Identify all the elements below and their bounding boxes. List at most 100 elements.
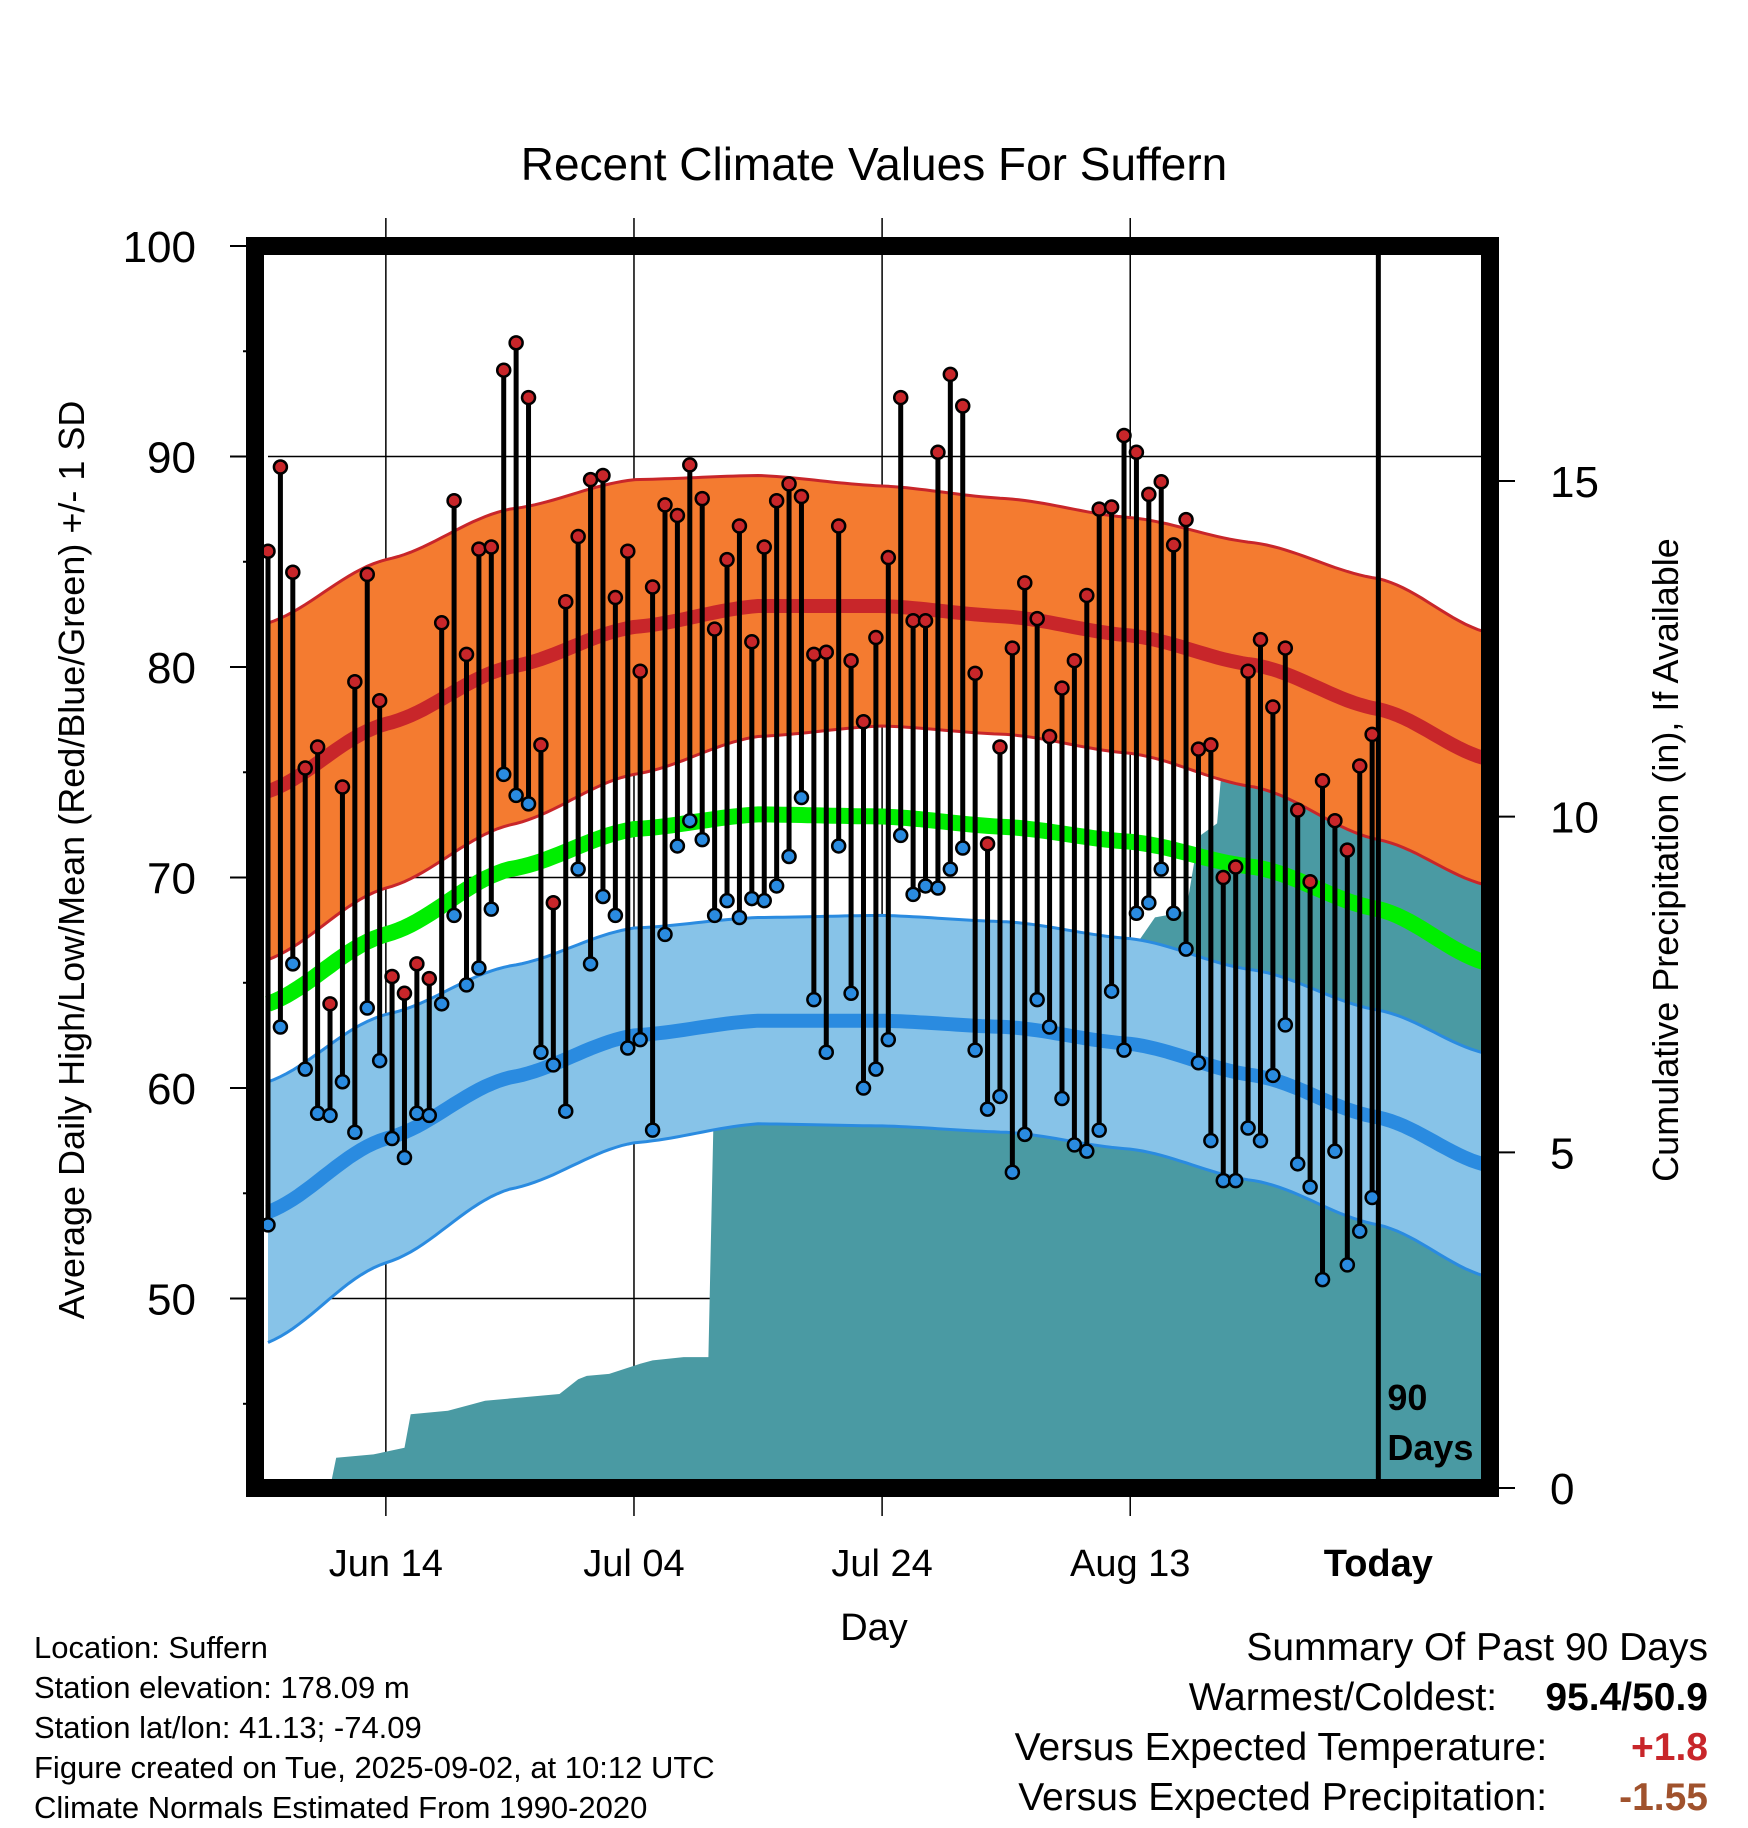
daily-low-point	[1153, 861, 1169, 877]
daily-high-point	[1215, 869, 1232, 886]
temperature-label: Versus Expected Temperature:	[1014, 1726, 1548, 1769]
daily-low-point	[1277, 1017, 1294, 1033]
daily-low-point	[731, 909, 748, 926]
daily-high-point	[520, 389, 537, 406]
x-tick-label: Jun 14	[329, 1543, 443, 1585]
normal-low-line	[265, 1013, 1490, 1219]
daily-high-point	[731, 518, 748, 534]
daily-high-point	[855, 713, 872, 730]
daily-low-point	[322, 1107, 338, 1124]
daily-high-point	[1141, 486, 1157, 503]
daily-low-point	[905, 886, 921, 903]
y2-tick-label: 15	[1550, 458, 1599, 507]
daily-high-point	[942, 366, 959, 383]
daily-high-point	[1091, 501, 1107, 517]
daily-low-point	[1339, 1257, 1356, 1273]
daily-high-point	[384, 968, 400, 985]
daily-low-point	[409, 1105, 425, 1122]
daily-high-point	[446, 492, 462, 509]
daily-high-point	[1103, 499, 1120, 515]
daily-low-point	[1004, 1164, 1021, 1180]
daily-low-point	[1091, 1122, 1107, 1138]
daily-low-point	[644, 1122, 661, 1138]
y-tick-label: 80	[147, 644, 196, 693]
daily-low-point	[1190, 1055, 1207, 1071]
daily-low-point	[706, 907, 723, 924]
daily-low-point	[359, 1000, 375, 1016]
daily-high-point	[768, 492, 785, 509]
daily-low-point	[669, 838, 686, 854]
daily-low-point	[446, 907, 462, 924]
chart-title: Recent Climate Values For Suffern	[521, 138, 1228, 190]
daily-high-point	[495, 362, 512, 378]
daily-low-point	[892, 827, 909, 844]
daily-high-point	[793, 488, 810, 505]
daily-high-point	[1066, 652, 1083, 669]
daily-high-point	[806, 646, 822, 663]
daily-low-point	[880, 1031, 897, 1048]
daily-high-point	[1153, 474, 1169, 490]
plot-border	[246, 237, 1499, 1497]
daily-low-point	[582, 956, 599, 972]
y2-tick-label: 5	[1550, 1129, 1574, 1178]
daily-high-point	[632, 663, 648, 679]
daily-low-point	[1029, 991, 1045, 1008]
location-text: Location: Suffern	[34, 1630, 268, 1665]
daily-low-point	[309, 1105, 326, 1122]
daily-high-point	[1364, 726, 1380, 743]
daily-low-point	[830, 838, 847, 854]
daily-low-point	[694, 831, 710, 848]
today-marker: 90 Days	[1375, 246, 1473, 1488]
daily-high-point	[818, 644, 835, 661]
elevation-text: Station elevation: 178.09 m	[34, 1670, 410, 1705]
daily-high-point	[483, 539, 500, 555]
x-axis-label: Day	[840, 1607, 908, 1649]
daily-high-point	[1227, 859, 1244, 875]
daily-low-point	[1165, 905, 1182, 922]
summary-temperature: Versus Expected Temperature: +1.8	[1015, 1723, 1708, 1773]
daily-high-point	[1351, 758, 1368, 774]
temperature-value: +1.8	[1631, 1726, 1708, 1769]
daily-high-point	[396, 985, 413, 1002]
daily-low-point	[1314, 1271, 1331, 1288]
daily-high-point	[880, 549, 897, 566]
daily-low-point	[843, 985, 859, 1002]
daily-low-point	[595, 888, 611, 905]
daily-low-point	[433, 996, 450, 1012]
daily-high-point	[347, 674, 363, 690]
daily-high-point	[433, 615, 450, 631]
daily-high-point	[533, 737, 549, 753]
daily-low-point	[657, 926, 673, 943]
daily-low-point	[533, 1044, 549, 1060]
daily-high-point	[756, 539, 772, 555]
daily-low-point	[1066, 1137, 1083, 1153]
y2-tick-label: 10	[1550, 794, 1599, 843]
daily-low-point	[297, 1061, 313, 1077]
normals-text: Climate Normals Estimated From 1990-2020	[34, 1790, 648, 1825]
daily-high-point	[830, 518, 847, 534]
daily-low-point	[396, 1149, 413, 1166]
y-tick-label: 90	[147, 434, 196, 483]
daily-low-point	[967, 1042, 983, 1058]
daily-high-point	[1004, 640, 1021, 656]
daily-high-point	[868, 629, 884, 646]
daily-high-point	[471, 541, 487, 557]
summary-precipitation: Versus Expected Precipitation: -1.55	[1015, 1773, 1708, 1823]
today-annotation-line1: 90	[1387, 1377, 1427, 1418]
daily-low-point	[1289, 1156, 1306, 1172]
daily-high-point	[1079, 587, 1095, 604]
daily-high-point	[371, 692, 388, 709]
daily-high-point	[669, 507, 686, 524]
daily-low-point	[421, 1107, 438, 1124]
warmest-coldest-label: Warmest/Coldest:	[1188, 1676, 1498, 1719]
daily-high-point	[458, 646, 475, 663]
x-tick-label: Aug 13	[1070, 1543, 1190, 1585]
daily-high-point	[620, 543, 636, 559]
daily-high-point	[657, 497, 673, 513]
daily-high-point	[582, 471, 599, 488]
daily-high-point	[285, 564, 301, 581]
daily-high-point	[545, 895, 562, 911]
daily-high-point	[905, 612, 921, 629]
daily-high-point	[595, 467, 611, 484]
daily-high-point	[557, 594, 574, 610]
